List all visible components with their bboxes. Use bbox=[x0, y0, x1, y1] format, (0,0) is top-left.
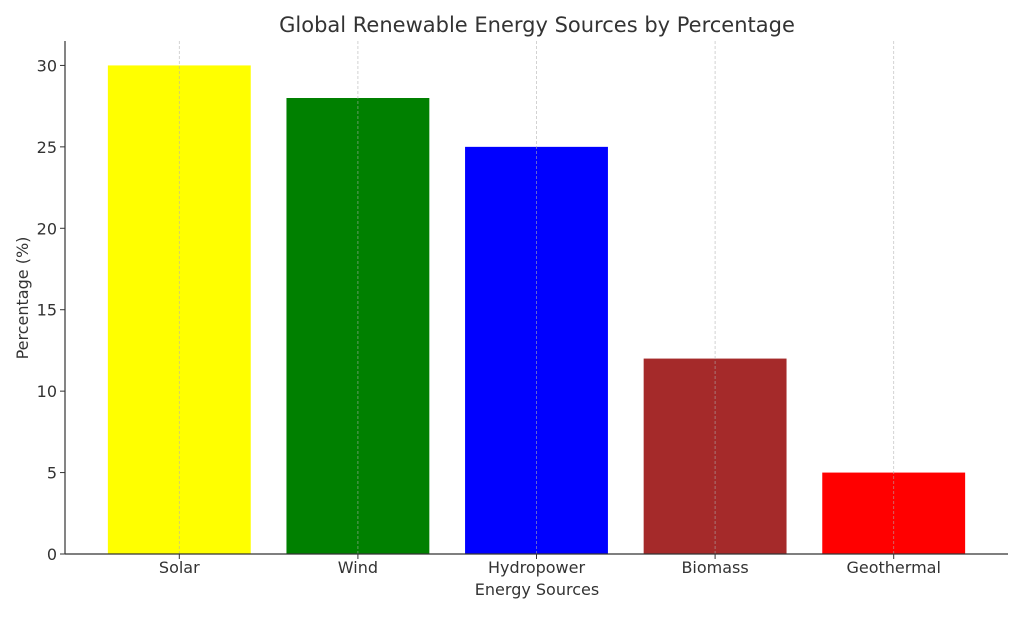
y-tick-label: 25 bbox=[37, 138, 57, 157]
x-tick-label: Biomass bbox=[681, 558, 748, 577]
y-tick-label: 30 bbox=[37, 56, 57, 75]
y-tick-label: 15 bbox=[37, 301, 57, 320]
x-tick-label: Geothermal bbox=[846, 558, 940, 577]
x-tick-label: Wind bbox=[338, 558, 378, 577]
y-tick-label: 5 bbox=[47, 464, 57, 483]
x-tick-label: Solar bbox=[159, 558, 200, 577]
y-tick-label: 20 bbox=[37, 219, 57, 238]
y-axis-label: Percentage (%) bbox=[13, 237, 32, 360]
y-tick-label: 10 bbox=[37, 382, 57, 401]
chart-title: Global Renewable Energy Sources by Perce… bbox=[279, 13, 795, 37]
x-tick-label: Hydropower bbox=[488, 558, 586, 577]
x-axis-label: Energy Sources bbox=[475, 580, 599, 599]
y-tick-label: 0 bbox=[47, 545, 57, 564]
